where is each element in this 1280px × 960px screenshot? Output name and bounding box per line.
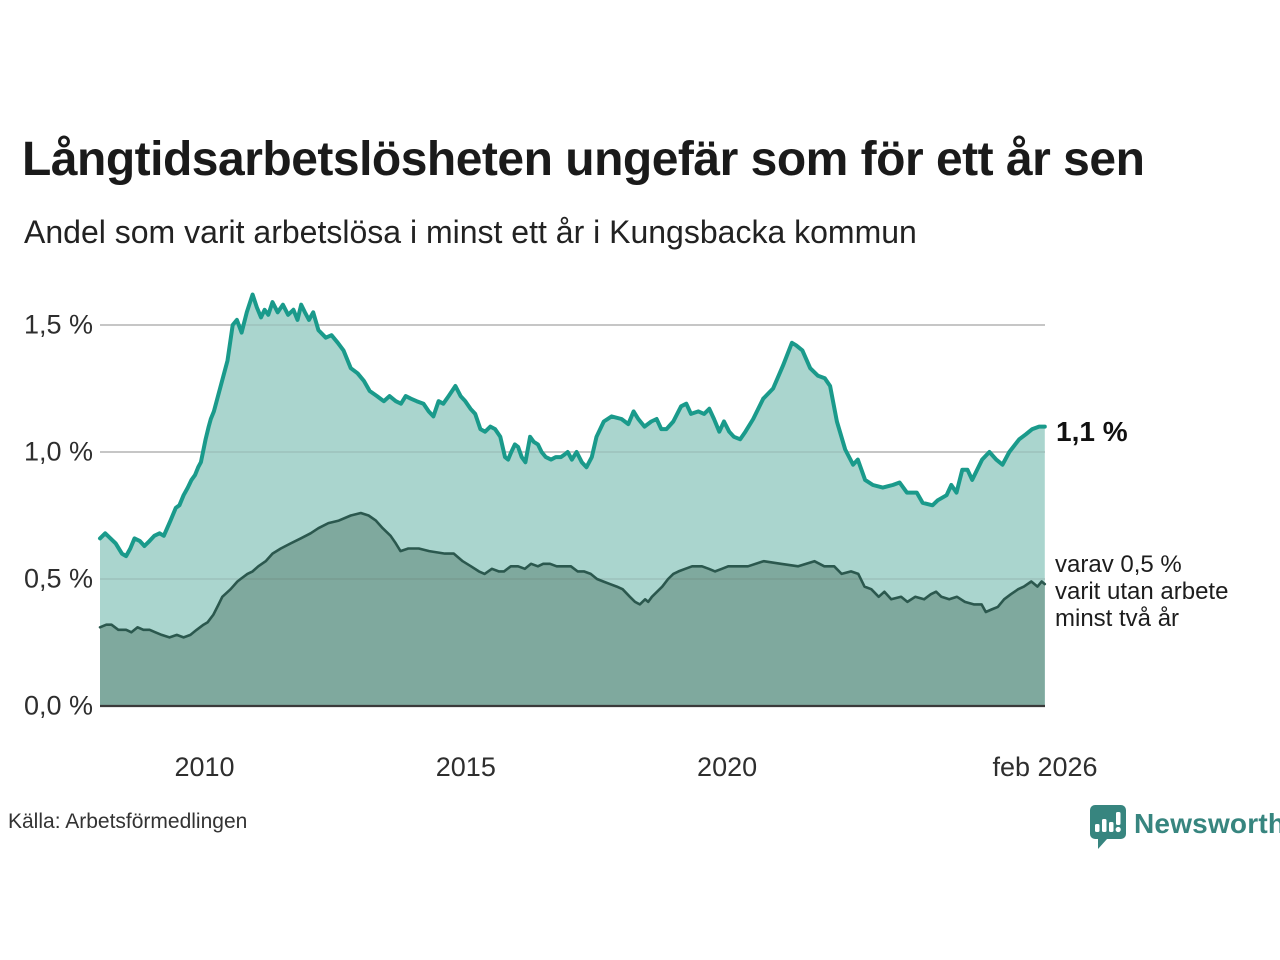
x-tick-label: 2010 xyxy=(174,752,235,782)
secondary-series-label: varav 0,5 % varit utan arbete minst två … xyxy=(1055,551,1228,632)
x-tick-label: feb 2026 xyxy=(992,752,1098,782)
y-tick-label: 1,5 % xyxy=(23,309,93,340)
chart-title: Långtidsarbetslösheten ungefär som för e… xyxy=(22,133,1145,186)
line-2yr xyxy=(98,511,1047,639)
y-tick-label: 0,5 % xyxy=(23,563,93,594)
y-tick-label: 1,0 % xyxy=(23,436,93,467)
brand-name: Newsworthy xyxy=(1134,808,1280,839)
line-1yr xyxy=(98,292,1047,559)
y-tick-label: 0,0 % xyxy=(23,690,93,721)
secondary-series-label-line3: minst två år xyxy=(1055,605,1180,632)
source-label: Källa: Arbetsförmedlingen xyxy=(8,810,248,833)
newsworthy-icon xyxy=(1090,805,1126,849)
latest-value-label: 1,1 % xyxy=(1056,416,1128,447)
area-chart xyxy=(98,292,1047,708)
secondary-series-label-line1: varav 0,5 % xyxy=(1055,551,1182,578)
secondary-series-label-line2: varit utan arbete xyxy=(1055,578,1229,605)
brand-logo: Newsworthy xyxy=(1087,804,1280,850)
chart-subtitle: Andel som varit arbetslösa i minst ett å… xyxy=(24,214,917,250)
x-tick-label: 2015 xyxy=(435,752,496,782)
x-tick-label: 2020 xyxy=(697,752,758,782)
area-2yr xyxy=(100,513,1045,706)
